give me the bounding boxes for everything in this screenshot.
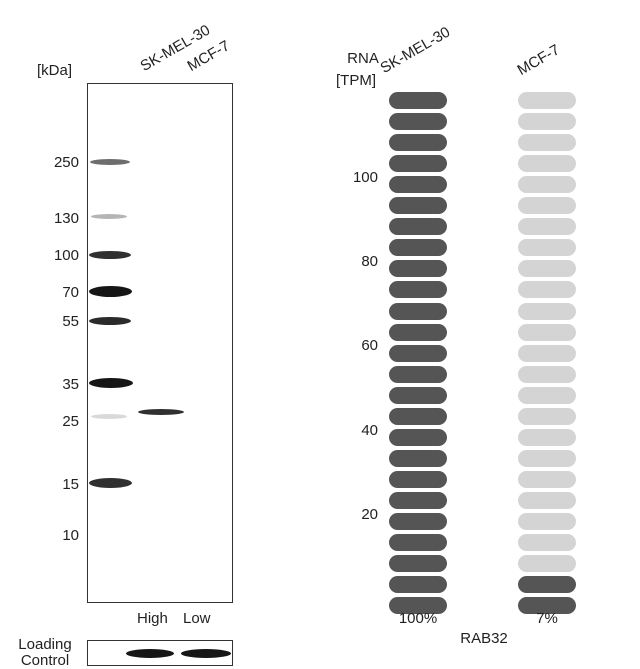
western-blot-image <box>87 83 233 603</box>
rna-segment <box>389 92 447 109</box>
rna-segment <box>389 323 447 341</box>
rna-segment <box>518 491 576 509</box>
rna-axis-label-line2: [TPM] <box>336 72 376 89</box>
rna-segment <box>389 155 447 173</box>
marker-label-70: 70 <box>62 284 79 301</box>
rna-header-mcf-7: MCF-7 <box>514 41 563 79</box>
loading-control-band-sk-mel-30 <box>126 649 174 658</box>
ladder-band-130 <box>91 214 127 219</box>
rna-segment <box>518 134 576 152</box>
sample-band-rab32 <box>138 409 184 415</box>
rna-segment <box>518 407 576 425</box>
rna-segment <box>389 597 447 615</box>
rna-segment <box>389 407 447 425</box>
rna-segment <box>389 113 447 131</box>
rna-segment <box>518 344 576 362</box>
marker-label-55: 55 <box>62 313 79 330</box>
rna-segment <box>518 323 576 341</box>
rna-segment <box>518 513 576 530</box>
rna-segment <box>389 386 447 404</box>
rna-segment <box>518 302 576 320</box>
rna-segment <box>389 134 447 152</box>
rna-segment <box>518 555 576 573</box>
rna-segment <box>518 365 576 383</box>
rna-segment <box>389 365 447 383</box>
rna-segment <box>518 260 576 278</box>
rna-segment <box>518 197 576 215</box>
marker-label-100: 100 <box>53 247 79 264</box>
rna-segment <box>389 281 447 299</box>
rna-segment <box>518 176 576 194</box>
rna-segment <box>518 428 576 446</box>
ladder-band-100 <box>89 251 131 259</box>
marker-label-15: 15 <box>62 476 79 493</box>
rna-segment <box>518 597 576 615</box>
loading-control-label: Loading Control <box>18 636 72 669</box>
loading-control-blot <box>87 640 233 666</box>
lane-level-high: High <box>137 610 168 627</box>
ladder-band-15 <box>89 478 132 488</box>
gene-name: RAB32 <box>460 630 508 647</box>
rna-tick-40: 40 <box>361 422 378 439</box>
marker-label-35: 35 <box>62 376 79 393</box>
rna-tick-100: 100 <box>352 169 378 186</box>
rna-segment <box>389 534 447 552</box>
rna-segment <box>518 92 576 109</box>
ladder-band-35 <box>89 378 133 388</box>
ladder-band-25 <box>91 414 127 419</box>
rna-segment <box>389 491 447 509</box>
rna-segment <box>518 218 576 236</box>
rna-segment <box>389 302 447 320</box>
rna-segment <box>518 470 576 488</box>
kda-unit-label: [kDa] <box>37 62 73 79</box>
rna-segment <box>389 555 447 573</box>
ladder-band-70 <box>89 286 132 297</box>
ladder-band-55 <box>89 317 131 325</box>
rna-segment <box>389 513 447 530</box>
rna-segment <box>518 281 576 299</box>
rna-segment <box>518 239 576 257</box>
marker-label-130: 130 <box>53 210 79 227</box>
rna-segment <box>518 534 576 552</box>
rna-segment <box>389 344 447 362</box>
rna-column-mcf-7 <box>518 92 576 615</box>
rna-percent-sk-mel-30: 100% <box>398 610 438 627</box>
marker-label-25: 25 <box>62 413 79 430</box>
rna-segment <box>389 260 447 278</box>
rna-segment <box>389 176 447 194</box>
rna-segment <box>518 386 576 404</box>
marker-label-250: 250 <box>53 154 79 171</box>
rna-segment <box>389 449 447 467</box>
rna-header-sk-mel-30: SK-MEL-30 <box>377 23 454 77</box>
loading-control-band-mcf-7 <box>181 649 231 658</box>
rna-column-sk-mel-30 <box>389 92 447 615</box>
rna-segment <box>389 576 447 594</box>
ladder-band-250 <box>90 159 130 165</box>
marker-label-10: 10 <box>62 527 79 544</box>
rna-tick-80: 80 <box>361 253 378 270</box>
rna-tick-60: 60 <box>361 337 378 354</box>
lane-level-low: Low <box>183 610 211 627</box>
rna-segment <box>389 239 447 257</box>
rna-axis-label-line1: RNA <box>347 50 379 67</box>
rna-segment <box>389 197 447 215</box>
rna-segment <box>518 113 576 131</box>
rna-segment <box>518 576 576 594</box>
rna-segment <box>389 470 447 488</box>
rna-percent-mcf-7: 7% <box>536 610 558 627</box>
rna-segment <box>389 218 447 236</box>
rna-tick-20: 20 <box>361 506 378 523</box>
rna-segment <box>518 155 576 173</box>
rna-segment <box>389 428 447 446</box>
rna-segment <box>518 449 576 467</box>
